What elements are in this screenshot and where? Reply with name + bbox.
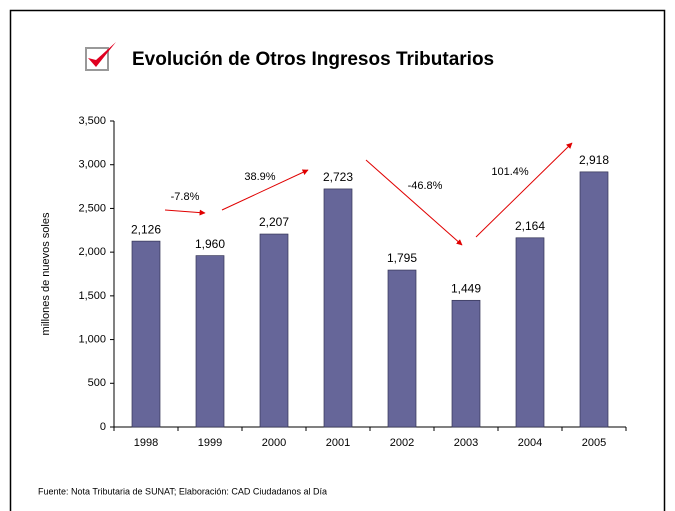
y-tick-label: 0	[100, 421, 106, 433]
value-label: 1,449	[451, 281, 481, 295]
value-label: 2,164	[515, 219, 545, 233]
annotation: -7.8%	[171, 191, 200, 203]
x-tick-label: 1999	[198, 437, 222, 449]
y-tick-label: 3,000	[78, 159, 106, 171]
bar	[259, 233, 289, 428]
x-tick-label: 2003	[454, 437, 478, 449]
footer: Fuente: Nota Tributaria de SUNAT; Elabor…	[38, 486, 327, 496]
bar	[515, 237, 545, 428]
y-tick-label: 2,000	[78, 246, 106, 258]
growth-arrow	[365, 159, 463, 246]
y-tick-label: 2,500	[78, 202, 106, 214]
bar	[131, 240, 161, 428]
y-tick-label: 500	[88, 377, 106, 389]
bar	[387, 269, 417, 428]
x-tick-label: 2005	[582, 437, 606, 449]
value-label: 2,126	[131, 222, 161, 236]
value-label: 2,207	[259, 215, 289, 229]
x-tick-label: 2004	[518, 437, 542, 449]
growth-arrow	[164, 209, 206, 216]
bar	[195, 255, 225, 428]
growth-arrow	[221, 169, 309, 211]
check-icon	[85, 42, 116, 71]
annotation: 38.9%	[244, 171, 275, 183]
y-tick-label: 3,500	[78, 115, 106, 127]
y-tick-label: 1,000	[78, 333, 106, 345]
bar	[451, 299, 481, 428]
y-axis-label: millones de nuevos soles	[40, 212, 52, 335]
annotation: 101.4%	[491, 166, 529, 178]
value-label: 1,960	[195, 237, 225, 251]
annotation: -46.8%	[408, 180, 443, 192]
x-tick-label: 2000	[262, 437, 286, 449]
bar	[579, 171, 609, 428]
x-tick-label: 2001	[326, 437, 350, 449]
frame	[9, 9, 666, 511]
chart-title: Evolución de Otros Ingresos Tributarios	[132, 49, 494, 70]
bar	[323, 188, 353, 428]
value-label: 1,795	[387, 251, 417, 265]
growth-arrow	[475, 142, 573, 238]
value-label: 2,918	[579, 153, 609, 167]
value-label: 2,723	[323, 170, 353, 184]
x-tick-label: 1998	[134, 437, 158, 449]
x-tick-label: 2002	[390, 437, 414, 449]
y-tick-label: 1,500	[78, 290, 106, 302]
